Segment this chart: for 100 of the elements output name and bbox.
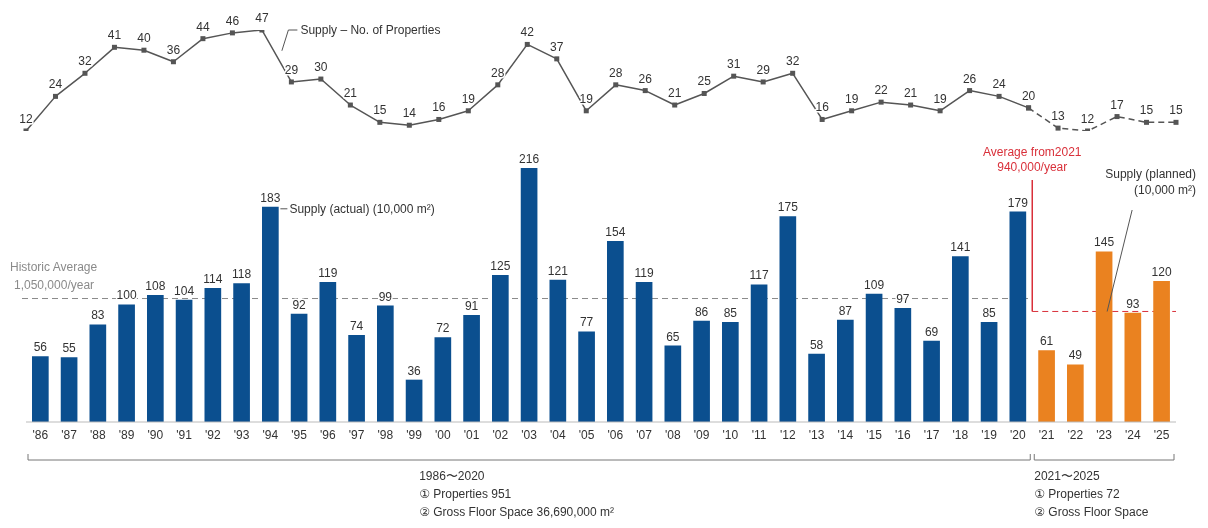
point	[200, 36, 206, 42]
point	[849, 108, 855, 114]
data-label: 21	[668, 86, 682, 101]
x-tick-label: '17	[923, 427, 940, 442]
data-label: 19	[844, 91, 859, 106]
x-tick-label: '14	[837, 427, 854, 442]
data-label: 49	[1068, 348, 1083, 363]
point	[347, 102, 353, 108]
point	[554, 56, 560, 62]
x-tick-label: '97	[348, 427, 365, 442]
data-label: 25	[697, 74, 712, 89]
data-label: 183	[260, 190, 281, 205]
data-label: 179	[1007, 195, 1029, 210]
x-tick-label: '09	[693, 427, 710, 442]
data-label: 91	[464, 298, 479, 313]
data-label: 65	[666, 329, 680, 344]
x-tick-label: '05	[578, 427, 595, 442]
x-tick-label: '08	[665, 427, 682, 442]
data-label: 121	[547, 263, 569, 278]
data-label: 32	[785, 54, 800, 69]
data-label: 36	[407, 363, 422, 378]
bar	[262, 206, 279, 422]
x-tick-label: '91	[176, 427, 193, 442]
data-label: 118	[232, 267, 252, 282]
point	[790, 70, 796, 76]
x-tick-label: '21	[1038, 427, 1055, 442]
bar	[1067, 364, 1084, 422]
x-tick-label: '03	[521, 427, 538, 442]
data-label: 15	[1139, 103, 1154, 118]
point	[967, 88, 973, 94]
data-label: 119	[318, 266, 338, 281]
point	[672, 102, 678, 108]
point	[878, 99, 884, 105]
x-tick-label: '22	[1067, 427, 1084, 442]
bar	[434, 337, 452, 422]
bar	[549, 279, 567, 422]
point	[731, 73, 737, 79]
ref-line-label: Historic Average 1,050,000/year	[10, 259, 98, 292]
text: 1986〜2020 ① Properties 951 ② Gross Floor Space 36,690,000 m²	[419, 469, 614, 519]
data-label: 24	[992, 77, 1007, 92]
point	[52, 93, 58, 99]
data-label: 109	[864, 277, 885, 292]
data-label: 21	[343, 86, 358, 101]
data-label: 37	[550, 39, 564, 54]
point	[406, 122, 412, 128]
x-tick-label: '11	[751, 427, 767, 442]
data-label: 55	[62, 341, 77, 356]
point	[583, 108, 589, 114]
point	[288, 79, 294, 85]
bar	[808, 353, 825, 422]
data-label: 99	[378, 289, 393, 304]
bar	[147, 295, 164, 422]
bar	[405, 379, 423, 422]
data-label: 42	[520, 25, 535, 40]
data-label: 117	[749, 268, 769, 283]
data-label: 145	[1094, 235, 1115, 250]
point	[229, 30, 235, 36]
point	[141, 47, 147, 53]
bar	[520, 168, 538, 422]
x-tick-label: '07	[636, 427, 653, 442]
data-label: 22	[874, 83, 889, 98]
data-label: 92	[292, 297, 307, 312]
bar	[492, 275, 509, 422]
data-label: 77	[579, 315, 594, 330]
point	[996, 93, 1002, 99]
bar	[750, 284, 768, 422]
x-tick-label: '13	[808, 427, 825, 442]
bar	[779, 216, 797, 422]
data-label: 44	[196, 19, 210, 34]
data-label: 69	[924, 324, 939, 339]
bar	[865, 293, 883, 422]
data-label: 41	[107, 28, 122, 43]
data-label: 154	[605, 224, 626, 239]
data-label: 97	[896, 291, 910, 306]
bar	[463, 314, 480, 422]
data-label: 87	[838, 303, 853, 318]
bar	[578, 331, 595, 422]
bar	[60, 357, 78, 422]
data-label: 72	[436, 321, 450, 336]
data-label: 29	[756, 62, 771, 77]
bar	[377, 305, 394, 422]
data-label: 125	[490, 259, 511, 274]
data-label: 32	[78, 54, 92, 69]
x-tick-label: '25	[1153, 427, 1170, 442]
x-tick-label: '24	[1125, 427, 1142, 442]
data-label: 175	[777, 200, 799, 215]
x-tick-label: '92	[205, 427, 222, 442]
bar	[233, 283, 250, 422]
x-tick-label: '20	[1010, 427, 1027, 442]
data-label: 46	[225, 13, 240, 28]
data-label: 47	[255, 11, 269, 25]
bar	[1095, 251, 1113, 422]
bar	[89, 324, 107, 422]
bar	[1009, 211, 1027, 422]
point	[1114, 114, 1120, 120]
data-label: 93	[1126, 296, 1140, 311]
point	[377, 119, 383, 125]
bar	[118, 304, 135, 422]
x-tick-label: '95	[291, 427, 308, 442]
data-label: 119	[634, 266, 654, 281]
